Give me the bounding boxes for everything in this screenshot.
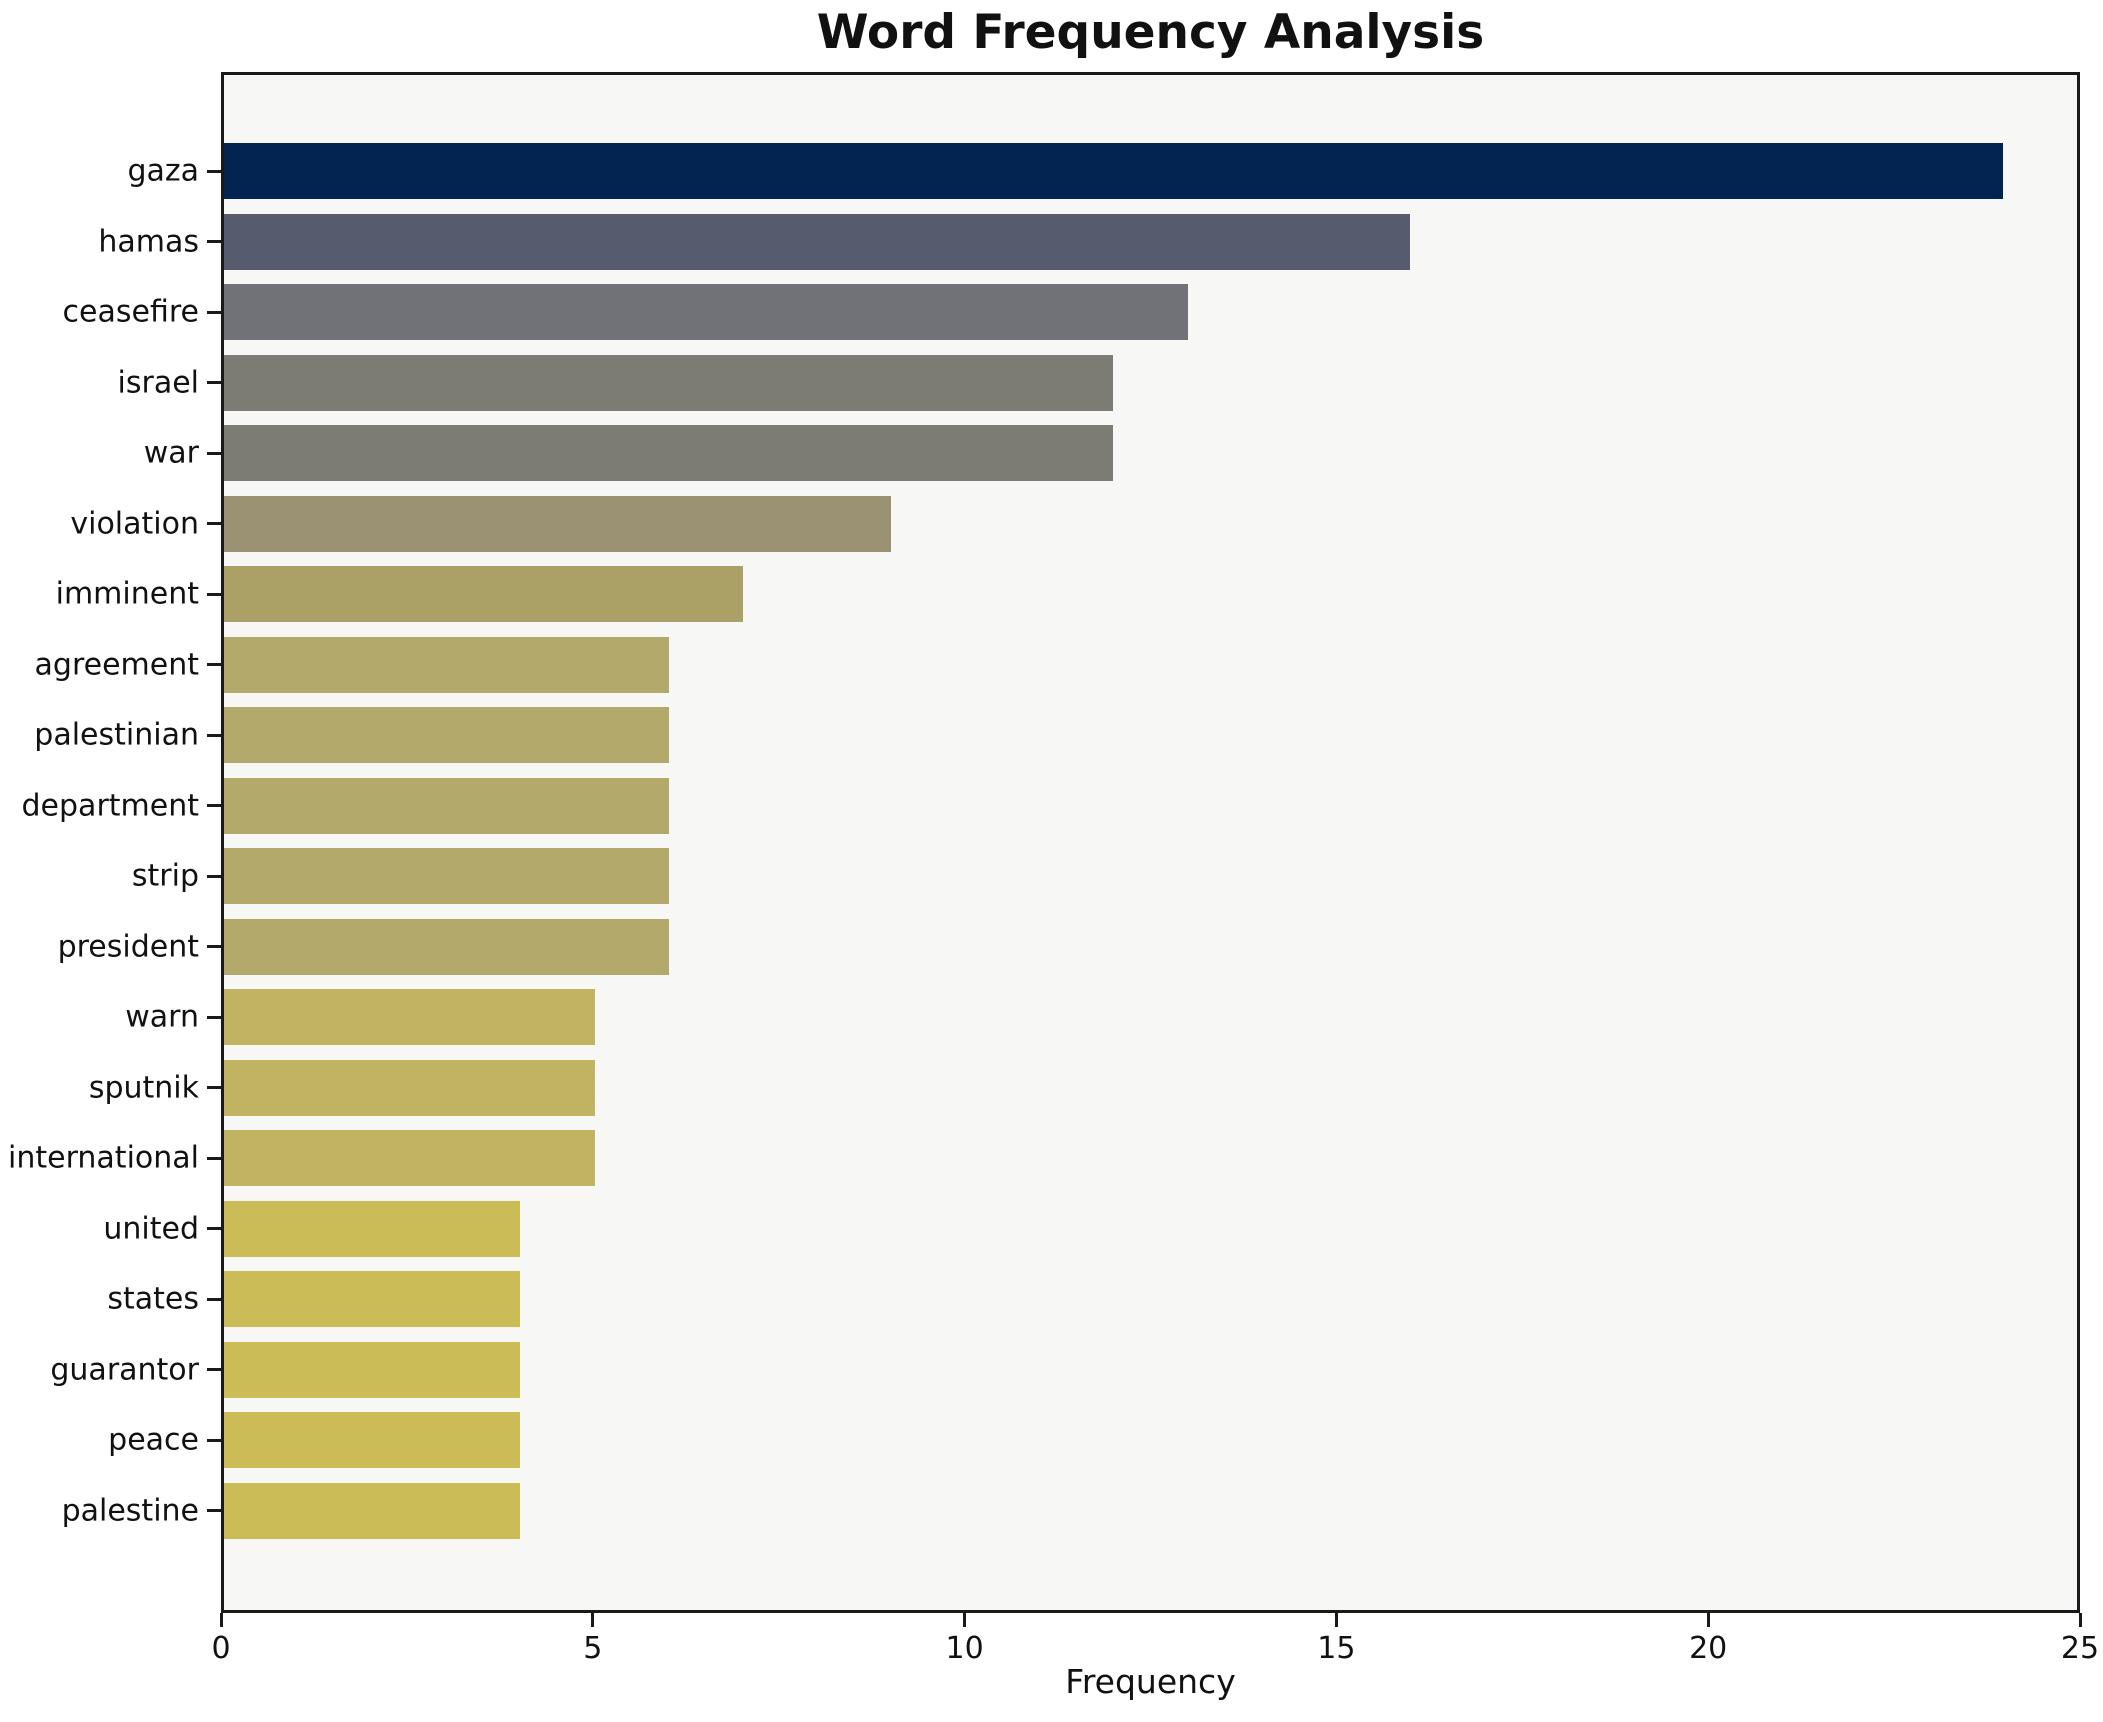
y-axis-tick bbox=[207, 381, 221, 385]
y-axis-category-label: palestinian bbox=[34, 717, 199, 753]
frequency-bar-ceasefire bbox=[224, 284, 1188, 341]
y-axis-tick bbox=[207, 240, 221, 244]
y-axis-category-label: warn bbox=[125, 999, 199, 1035]
y-axis-category-label: imminent bbox=[55, 576, 199, 612]
bar-row: international bbox=[8, 1123, 2077, 1194]
x-axis-tick-label: 5 bbox=[583, 1631, 603, 1666]
bar-row: palestine bbox=[62, 1476, 2077, 1547]
bar-row: agreement bbox=[35, 630, 2077, 701]
y-axis-tick bbox=[207, 1156, 221, 1160]
x-axis-tick-mark bbox=[963, 1613, 967, 1627]
y-axis-category-label: israel bbox=[117, 365, 199, 401]
x-axis-tick-label: 20 bbox=[1689, 1631, 1728, 1666]
frequency-bar-agreement bbox=[224, 636, 669, 693]
x-axis-tick-label: 15 bbox=[1317, 1631, 1356, 1666]
frequency-bar-imminent bbox=[224, 566, 743, 623]
y-axis-category-label: gaza bbox=[127, 153, 199, 189]
frequency-bar-sputnik bbox=[224, 1059, 595, 1116]
frequency-bar-president bbox=[224, 918, 669, 975]
bar-row: president bbox=[58, 912, 2077, 983]
bar-row: hamas bbox=[98, 207, 2077, 278]
y-axis-category-label: states bbox=[107, 1281, 199, 1317]
bar-row: palestinian bbox=[34, 700, 2077, 771]
y-axis-tick bbox=[207, 1509, 221, 1513]
bar-row: sputnik bbox=[89, 1053, 2077, 1124]
y-axis-tick bbox=[207, 592, 221, 596]
frequency-bar-international bbox=[224, 1130, 595, 1187]
frequency-bar-department bbox=[224, 777, 669, 834]
y-axis-tick bbox=[207, 945, 221, 949]
y-axis-tick bbox=[207, 1086, 221, 1090]
y-axis-tick bbox=[207, 1015, 221, 1019]
y-axis-tick bbox=[207, 1368, 221, 1372]
bar-row: imminent bbox=[56, 559, 2077, 630]
chart-title: Word Frequency Analysis bbox=[816, 5, 1485, 60]
frequency-bar-israel bbox=[224, 354, 1114, 411]
y-axis-tick bbox=[207, 874, 221, 878]
y-axis-tick bbox=[207, 451, 221, 455]
x-axis-tick-label: 10 bbox=[945, 1631, 984, 1666]
y-axis-tick bbox=[207, 663, 221, 667]
x-axis-tick-mark bbox=[1706, 1613, 1710, 1627]
bar-row: war bbox=[144, 418, 2077, 489]
y-axis-tick bbox=[207, 1438, 221, 1442]
bar-row: peace bbox=[108, 1405, 2077, 1476]
frequency-bar-violation bbox=[224, 495, 892, 552]
frequency-bar-peace bbox=[224, 1412, 521, 1469]
frequency-bar-gaza bbox=[224, 143, 2003, 200]
bar-row: united bbox=[103, 1194, 2077, 1265]
frequency-bar-war bbox=[224, 425, 1114, 482]
y-axis-category-label: international bbox=[8, 1140, 199, 1176]
y-axis-category-label: president bbox=[57, 929, 199, 965]
bar-row: guarantor bbox=[50, 1335, 2077, 1406]
frequency-bar-guarantor bbox=[224, 1341, 521, 1398]
x-axis-tick-label: 0 bbox=[211, 1631, 231, 1666]
frequency-bar-warn bbox=[224, 989, 595, 1046]
y-axis-category-label: peace bbox=[108, 1422, 199, 1458]
y-axis-tick bbox=[207, 522, 221, 526]
frequency-bar-hamas bbox=[224, 213, 1410, 270]
y-axis-tick bbox=[207, 1227, 221, 1231]
bar-row: ceasefire bbox=[63, 277, 2077, 348]
y-axis-tick bbox=[207, 733, 221, 737]
x-axis-tick-mark bbox=[1334, 1613, 1338, 1627]
bar-row: states bbox=[107, 1264, 2077, 1335]
bars-container: gaza hamas ceasefire israel war violation immi… bbox=[8, 75, 2077, 1610]
x-axis-label: Frequency bbox=[1065, 1662, 1236, 1701]
y-axis-category-label: palestine bbox=[61, 1493, 199, 1529]
x-axis-tick-mark bbox=[591, 1613, 595, 1627]
y-axis-category-label: united bbox=[103, 1211, 199, 1247]
x-axis-tick-mark bbox=[219, 1613, 223, 1627]
frequency-bar-strip bbox=[224, 848, 669, 905]
x-axis-tick-label: 25 bbox=[2060, 1631, 2100, 1666]
frequency-bar-united bbox=[224, 1200, 521, 1257]
y-axis-category-label: guarantor bbox=[50, 1352, 199, 1388]
y-axis-tick bbox=[207, 1297, 221, 1301]
frequency-bar-palestine bbox=[224, 1482, 521, 1539]
bar-row: warn bbox=[125, 982, 2077, 1053]
y-axis-category-label: sputnik bbox=[88, 1070, 199, 1106]
y-axis-category-label: hamas bbox=[98, 224, 199, 260]
x-axis-tick-mark bbox=[2078, 1613, 2082, 1627]
frequency-bar-palestinian bbox=[224, 707, 669, 764]
frequency-bar-states bbox=[224, 1271, 521, 1328]
y-axis-category-label: department bbox=[21, 788, 199, 824]
bar-row: strip bbox=[132, 841, 2077, 912]
y-axis-tick bbox=[207, 804, 221, 808]
bar-row: violation bbox=[70, 489, 2077, 560]
y-axis-category-label: agreement bbox=[34, 647, 199, 683]
y-axis-tick bbox=[207, 169, 221, 173]
y-axis-tick bbox=[207, 310, 221, 314]
y-axis-category-label: violation bbox=[70, 506, 199, 542]
y-axis-category-label: war bbox=[143, 435, 199, 471]
bar-row: gaza bbox=[127, 136, 2077, 207]
y-axis-category-label: ceasefire bbox=[62, 294, 199, 330]
bar-row: department bbox=[22, 771, 2077, 842]
bar-row: israel bbox=[118, 348, 2077, 419]
y-axis-category-label: strip bbox=[131, 858, 199, 894]
plot-area: gaza hamas ceasefire israel war violation immi… bbox=[8, 72, 2080, 1613]
